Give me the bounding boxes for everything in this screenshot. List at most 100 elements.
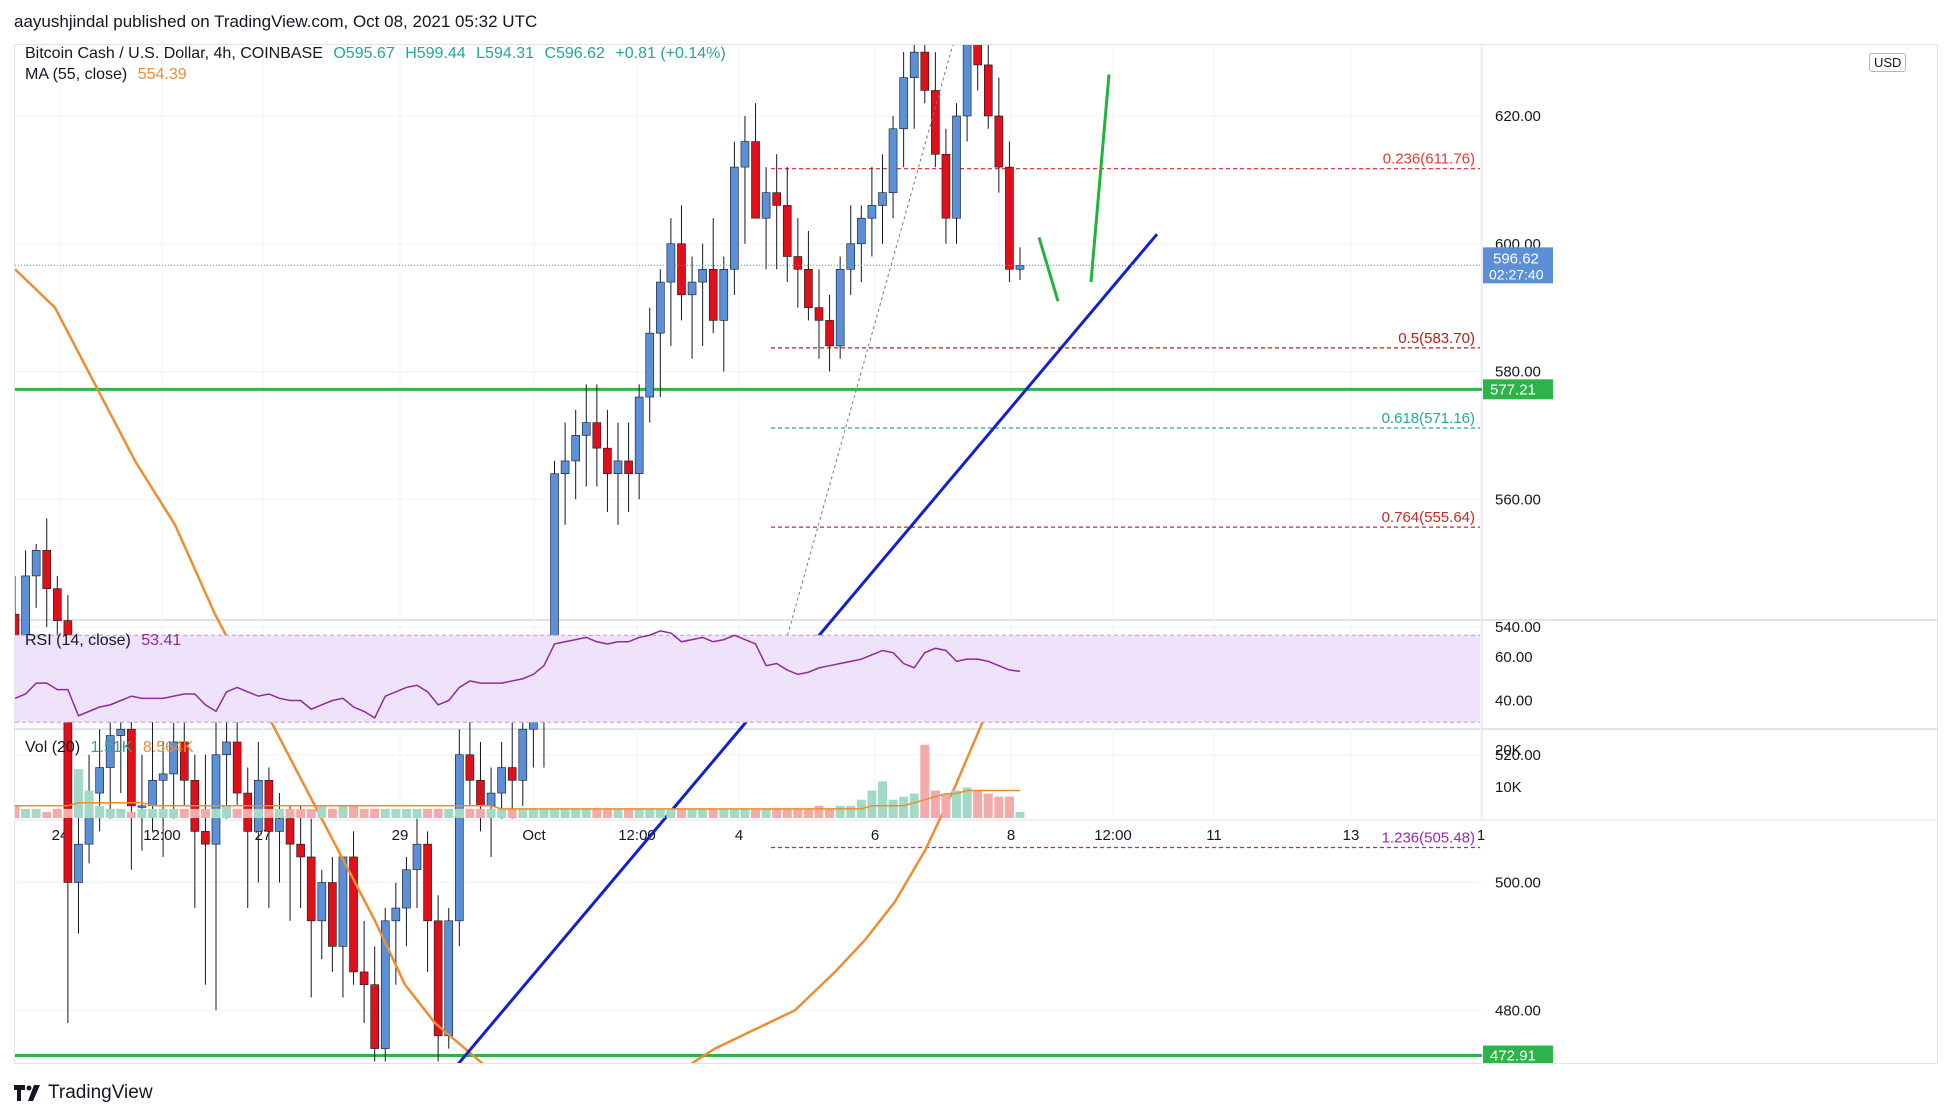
vol-legend[interactable]: Vol (20) 1.51K 8.564K bbox=[25, 739, 194, 757]
candle bbox=[15, 575, 20, 672]
volume-bar bbox=[243, 808, 253, 818]
volume-bar bbox=[179, 808, 189, 818]
candle-body bbox=[634, 396, 644, 474]
volume-bar bbox=[803, 808, 813, 818]
volume-bar bbox=[507, 808, 517, 818]
candle bbox=[1005, 141, 1014, 283]
candle-body bbox=[751, 141, 760, 219]
rsi-legend[interactable]: RSI (14, close) 53.41 bbox=[25, 632, 181, 650]
time-tick-label: 1 bbox=[1477, 827, 1485, 844]
volume-bar bbox=[306, 808, 316, 818]
candle bbox=[444, 908, 454, 1049]
price-tick-label: 580.00 bbox=[1495, 364, 1541, 381]
volume-bar bbox=[401, 808, 411, 818]
high-value: H599.44 bbox=[405, 45, 466, 62]
rsi-line bbox=[15, 630, 1021, 719]
candle-body bbox=[581, 422, 591, 436]
vol-value-2: 8.564K bbox=[142, 739, 194, 756]
volume-bar bbox=[264, 808, 274, 818]
volume-bar bbox=[116, 808, 126, 818]
vol-value-1: 1.51K bbox=[90, 739, 133, 756]
fib-level-label: 1.236(505.48) bbox=[1382, 829, 1475, 846]
change-value: +0.81 (+0.14%) bbox=[615, 45, 726, 62]
fib-level-label: 0.618(571.16) bbox=[1382, 410, 1475, 427]
candle-body bbox=[846, 243, 856, 270]
candle bbox=[507, 716, 517, 819]
close-value: C596.62 bbox=[544, 45, 605, 62]
candle bbox=[708, 218, 718, 334]
candle bbox=[158, 741, 168, 857]
ma-legend[interactable]: MA (55, close) 554.39 bbox=[25, 66, 187, 84]
candle-body bbox=[571, 435, 580, 462]
tradingview-logo-icon bbox=[14, 1085, 40, 1101]
volume-bar bbox=[285, 808, 295, 818]
candle-body bbox=[899, 77, 908, 130]
volume-bar bbox=[31, 808, 41, 818]
candle bbox=[232, 716, 242, 806]
volume-bar bbox=[687, 808, 697, 818]
symbol-name: Bitcoin Cash / U.S. Dollar, 4h, COINBASE bbox=[25, 45, 323, 62]
candle bbox=[634, 384, 644, 500]
volume-bar bbox=[444, 808, 454, 818]
candle-body bbox=[306, 856, 316, 922]
candle-body bbox=[666, 243, 676, 283]
volume-bar bbox=[666, 808, 676, 818]
volume-bar bbox=[814, 805, 824, 818]
time-tick-label: 12:00 bbox=[143, 827, 181, 844]
projection-down-stroke bbox=[1037, 236, 1060, 302]
volume-bar bbox=[63, 808, 73, 818]
candle bbox=[624, 422, 633, 513]
candle bbox=[857, 205, 866, 283]
candle-body bbox=[656, 281, 665, 334]
volume-bar bbox=[222, 805, 232, 818]
candle-body bbox=[423, 843, 432, 922]
volume-bar bbox=[391, 808, 401, 818]
volume-bar bbox=[772, 808, 782, 818]
volume-bar bbox=[793, 808, 803, 818]
candle-body bbox=[518, 728, 528, 781]
candle-body bbox=[835, 269, 845, 347]
footer-brand[interactable]: TradingView bbox=[14, 1078, 153, 1108]
volume-bar bbox=[169, 808, 179, 818]
candle bbox=[380, 908, 390, 1062]
chart-svg[interactable]: 620.00600.00580.00560.00540.00520.00500.… bbox=[15, 45, 1937, 1063]
candle-body bbox=[349, 856, 358, 973]
candle-body bbox=[698, 269, 707, 283]
volume-bar bbox=[550, 808, 560, 818]
volume-bar bbox=[528, 808, 538, 818]
price-tick-label: 540.00 bbox=[1495, 619, 1541, 636]
candle bbox=[190, 754, 200, 909]
candle bbox=[423, 831, 432, 972]
candle bbox=[105, 716, 115, 819]
candle-body bbox=[232, 741, 242, 794]
candle bbox=[878, 154, 887, 244]
candle bbox=[296, 805, 305, 909]
volume-bar bbox=[518, 808, 528, 818]
vol-tick-label: 20K bbox=[1495, 742, 1522, 759]
currency-badge[interactable]: USD bbox=[1869, 53, 1907, 72]
candle-body bbox=[793, 256, 803, 270]
candle bbox=[931, 52, 940, 168]
candle bbox=[730, 141, 739, 295]
volume-bar bbox=[560, 808, 570, 818]
candle bbox=[888, 116, 898, 219]
candle bbox=[74, 805, 83, 934]
volume-bar bbox=[42, 811, 52, 818]
candle-body bbox=[952, 115, 961, 219]
candle-body bbox=[455, 754, 464, 922]
volume-bar bbox=[475, 808, 485, 818]
candle-body bbox=[983, 64, 993, 117]
vol-tick-label: 10K bbox=[1495, 779, 1522, 796]
volume-bar bbox=[126, 811, 136, 818]
volume-bar bbox=[952, 790, 962, 818]
symbol-legend[interactable]: Bitcoin Cash / U.S. Dollar, 4h, COINBASE… bbox=[25, 45, 726, 63]
volume-bar bbox=[613, 808, 623, 818]
candle-body bbox=[444, 920, 454, 1037]
candle bbox=[285, 805, 295, 921]
chart-frame[interactable]: 620.00 600.00 580.00 560.00 540.00 520.00 500.… bbox=[14, 44, 1938, 1064]
volume-bar bbox=[994, 796, 1004, 818]
candle-body bbox=[825, 320, 834, 347]
candle-body bbox=[708, 269, 718, 321]
candle-body bbox=[285, 818, 295, 845]
time-tick-label: 6 bbox=[871, 827, 879, 844]
